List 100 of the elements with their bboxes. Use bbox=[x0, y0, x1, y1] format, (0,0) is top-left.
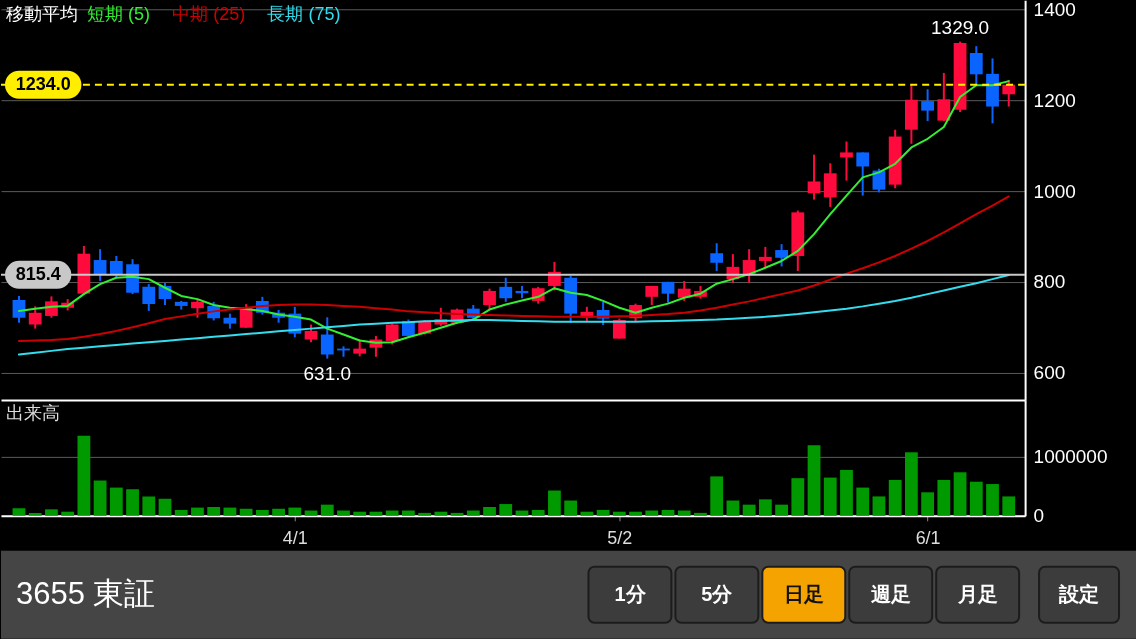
bar bbox=[840, 469, 853, 516]
x-tick-label: 4/1 bbox=[282, 528, 308, 549]
bar bbox=[369, 511, 383, 516]
bar bbox=[937, 479, 951, 516]
bar bbox=[126, 489, 139, 516]
candlestick bbox=[840, 140, 853, 182]
ref-line-label: 815.4 bbox=[15, 263, 61, 284]
bar bbox=[823, 477, 837, 516]
x-tick-label: 5/2 bbox=[607, 528, 633, 549]
candlestick bbox=[28, 305, 42, 330]
text: 日足 bbox=[783, 582, 824, 605]
legend-title: 移動平均 bbox=[5, 4, 78, 25]
candlestick bbox=[710, 242, 724, 272]
bar bbox=[775, 504, 788, 516]
candlestick bbox=[775, 243, 788, 268]
text: 1分 bbox=[614, 582, 647, 605]
y-tick-label: 1000000 bbox=[1033, 446, 1108, 468]
bar bbox=[174, 509, 188, 516]
bar bbox=[726, 500, 740, 516]
text: 設定 bbox=[1058, 582, 1100, 605]
candlestick bbox=[921, 88, 935, 123]
annotation: 631.0 bbox=[303, 362, 351, 384]
x-tick-label: 6/1 bbox=[915, 528, 941, 549]
bar bbox=[288, 507, 302, 516]
bar bbox=[580, 511, 594, 516]
bar bbox=[320, 504, 334, 516]
bar bbox=[612, 511, 626, 516]
bar bbox=[953, 472, 967, 516]
candlestick bbox=[937, 71, 951, 123]
bar bbox=[28, 512, 42, 516]
bar bbox=[61, 511, 75, 516]
bar bbox=[629, 511, 642, 516]
bar bbox=[905, 452, 918, 516]
bar bbox=[856, 487, 870, 516]
candlestick bbox=[856, 151, 870, 197]
bar bbox=[1002, 496, 1016, 516]
bar bbox=[142, 496, 156, 516]
bar bbox=[807, 445, 821, 516]
bar bbox=[986, 484, 999, 516]
bar bbox=[450, 512, 464, 516]
bar bbox=[758, 499, 772, 516]
bar bbox=[596, 509, 610, 516]
bar bbox=[548, 490, 561, 516]
candlestick bbox=[109, 254, 123, 279]
chart-title: 出来高 bbox=[5, 402, 60, 423]
y-tick-label: 800 bbox=[1033, 271, 1066, 293]
bar bbox=[255, 509, 269, 516]
bar bbox=[77, 435, 91, 516]
annotation: 1329.0 bbox=[931, 16, 990, 38]
bar bbox=[564, 500, 578, 516]
y-tick-label: 1400 bbox=[1033, 0, 1076, 20]
bar bbox=[337, 510, 350, 516]
text: 3655 東証 bbox=[15, 575, 156, 611]
bar bbox=[418, 512, 432, 516]
bar bbox=[694, 512, 707, 516]
bar bbox=[888, 479, 902, 516]
bar bbox=[353, 511, 367, 516]
text: 長期 (75) bbox=[267, 4, 341, 25]
candlestick bbox=[758, 245, 772, 270]
candlestick bbox=[320, 316, 334, 360]
candlestick bbox=[191, 298, 204, 319]
bar bbox=[239, 508, 253, 516]
bar bbox=[385, 510, 399, 516]
bar bbox=[207, 507, 221, 516]
bar bbox=[434, 511, 448, 516]
candlestick bbox=[612, 317, 626, 340]
text: 5分 bbox=[701, 582, 734, 605]
candlestick bbox=[1002, 79, 1016, 108]
y-tick-label: 600 bbox=[1033, 362, 1066, 384]
y-tick-label: 0 bbox=[1033, 505, 1045, 527]
bar bbox=[109, 487, 123, 516]
bar bbox=[872, 496, 886, 516]
text: 中期 (25) bbox=[172, 4, 246, 25]
bar bbox=[45, 509, 58, 516]
text: 短期 (5) bbox=[86, 4, 150, 25]
candlestick bbox=[385, 322, 399, 346]
bar bbox=[677, 510, 691, 516]
ref-line-label: 1234.0 bbox=[15, 73, 71, 94]
bar bbox=[921, 492, 935, 516]
candlestick bbox=[142, 283, 156, 312]
bar bbox=[645, 510, 659, 516]
bar bbox=[531, 509, 545, 516]
bar bbox=[661, 509, 675, 516]
bar bbox=[93, 480, 107, 516]
bar bbox=[710, 476, 724, 516]
bar bbox=[272, 508, 285, 516]
bar bbox=[158, 498, 172, 516]
text: 週足 bbox=[869, 582, 911, 605]
bar bbox=[12, 508, 26, 516]
bar bbox=[791, 478, 805, 516]
bar bbox=[499, 504, 513, 516]
candlestick bbox=[483, 287, 496, 311]
text: 月足 bbox=[956, 582, 998, 605]
y-tick-label: 1200 bbox=[1033, 89, 1076, 111]
bar bbox=[466, 510, 480, 516]
y-tick-label: 1000 bbox=[1033, 180, 1076, 202]
bar bbox=[742, 504, 756, 516]
bar bbox=[483, 507, 496, 516]
bar bbox=[223, 507, 237, 516]
line-series bbox=[17, 195, 1010, 342]
